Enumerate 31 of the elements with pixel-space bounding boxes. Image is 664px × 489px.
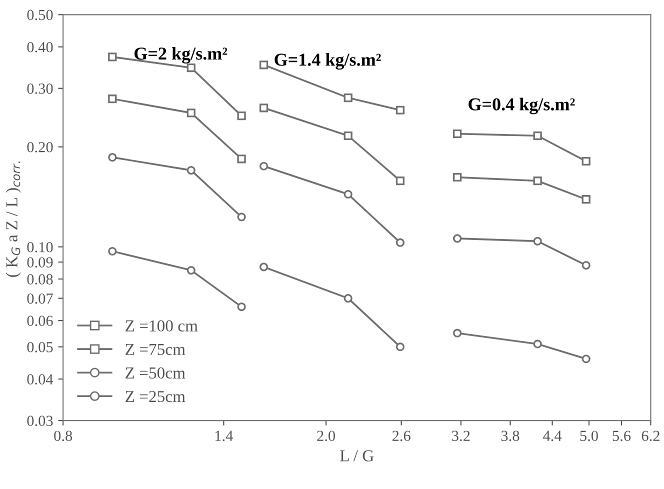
y-tick-label: 0.03: [27, 416, 53, 426]
y-tick-label: 0.04: [27, 374, 54, 385]
x-tick-label: 3.2: [452, 430, 470, 442]
y-axis-title: ( K$_{G}$ a Z / L )$_{corr.}$: [6, 162, 21, 277]
x-tick-label: 0.8: [54, 430, 72, 442]
annotation: G=1.4 kg/s.m²: [274, 53, 381, 70]
y-tick-label: 0.07: [27, 293, 53, 304]
legend-label: Z =100 cm: [126, 320, 198, 332]
legend-label: Z =25cm: [126, 390, 186, 402]
annotation: G=2 kg/s.m²: [134, 47, 228, 64]
legend-label: Z =50cm: [126, 367, 186, 379]
y-tick-label: 0.40: [27, 42, 53, 52]
x-tick-label: 4.4: [543, 430, 562, 442]
y-tick-label: 0.10: [27, 242, 53, 252]
y-tick-label: 0.30: [27, 84, 53, 94]
x-tick-label: 5.0: [580, 430, 598, 442]
y-tick-label: 0.05: [27, 342, 53, 352]
legend-label: Z =75cm: [126, 344, 186, 356]
x-tick-label: 5.6: [612, 430, 631, 442]
x-tick-label: 6.2: [642, 430, 660, 442]
annotation: G=0.4 kg/s.m²: [468, 98, 575, 114]
y-tick-label: 0.50: [27, 10, 53, 20]
y-tick-label: 0.20: [27, 142, 53, 152]
y-tick-label: 0.08: [27, 274, 53, 285]
x-tick-label: 1.4: [215, 430, 233, 442]
x-tick-label: 3.8: [501, 430, 520, 442]
y-tick-label: 0.09: [27, 257, 53, 268]
x-tick-label: 2.0: [317, 430, 335, 442]
y-tick-label: 0.06: [27, 316, 53, 326]
x-tick-label: 2.6: [392, 430, 410, 442]
x-axis-title: L / G: [340, 450, 374, 462]
